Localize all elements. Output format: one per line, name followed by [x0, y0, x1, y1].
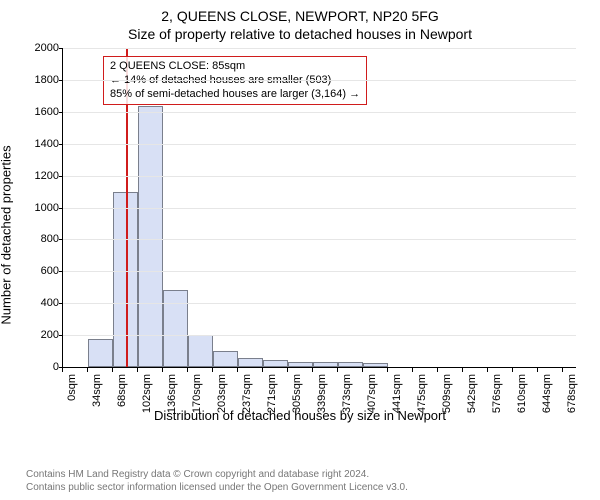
y-tick-label: 600: [41, 265, 59, 277]
x-tick-label: 68sqm: [116, 374, 128, 407]
histogram-bar: [288, 362, 313, 367]
histogram-bar: [313, 362, 338, 367]
gridline: [63, 335, 576, 336]
x-axis-label: Distribution of detached houses by size …: [0, 408, 600, 423]
gridline: [63, 144, 576, 145]
histogram-bar: [163, 290, 188, 367]
credits-line-1: Contains HM Land Registry data © Crown c…: [26, 469, 408, 482]
gridline: [63, 303, 576, 304]
y-tick-label: 200: [41, 329, 59, 341]
chart-container: Number of detached properties 2 QUEENS C…: [0, 42, 600, 427]
x-tick-label: 34sqm: [91, 374, 103, 407]
y-tick-label: 1000: [35, 202, 59, 214]
y-tick-label: 1800: [35, 74, 59, 86]
credits: Contains HM Land Registry data © Crown c…: [26, 469, 408, 494]
x-tick-label: 0sqm: [66, 374, 78, 401]
gridline: [63, 208, 576, 209]
y-tick-label: 800: [41, 233, 59, 245]
annotation-line: 85% of semi-detached houses are larger (…: [110, 88, 360, 102]
histogram-bar: [213, 351, 238, 367]
gridline: [63, 239, 576, 240]
gridline: [63, 48, 576, 49]
y-tick-label: 400: [41, 297, 59, 309]
y-axis-label: Number of detached properties: [0, 145, 14, 324]
y-tick-label: 1400: [35, 138, 59, 150]
gridline: [63, 176, 576, 177]
page-subtitle: Size of property relative to detached ho…: [0, 24, 600, 42]
gridline: [63, 271, 576, 272]
y-tick-label: 0: [53, 361, 59, 373]
annotation-line: 2 QUEENS CLOSE: 85sqm: [110, 60, 360, 74]
histogram-bar: [138, 106, 163, 367]
histogram-bar: [188, 335, 213, 367]
histogram-bar: [88, 339, 113, 367]
y-tick-label: 2000: [35, 42, 59, 54]
histogram-bar: [363, 363, 388, 367]
histogram-bar: [263, 360, 288, 367]
page-title: 2, QUEENS CLOSE, NEWPORT, NP20 5FG: [0, 0, 600, 24]
y-tick-label: 1200: [35, 170, 59, 182]
gridline: [63, 80, 576, 81]
y-tick-label: 1600: [35, 106, 59, 118]
gridline: [63, 112, 576, 113]
credits-line-2: Contains public sector information licen…: [26, 482, 408, 495]
histogram-bar: [338, 362, 363, 367]
plot-area: 2 QUEENS CLOSE: 85sqm← 14% of detached h…: [62, 48, 576, 368]
histogram-bar: [238, 358, 263, 367]
